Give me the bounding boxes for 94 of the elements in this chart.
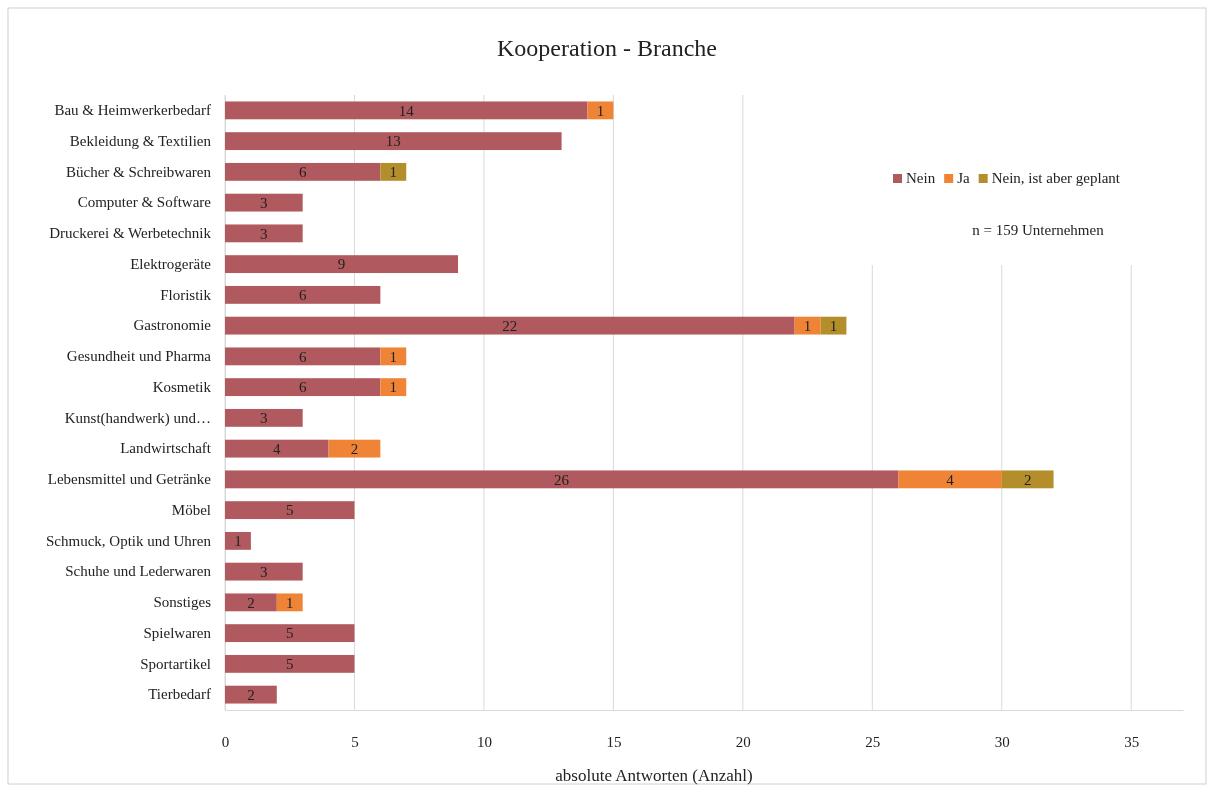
y-tick-label: Floristik [160,286,212,303]
data-label: 1 [389,379,398,396]
bar [225,685,277,704]
bar [225,654,355,673]
data-label: 2 [247,686,255,703]
y-tick-label: Computer & Software [77,194,212,211]
y-tick-label: Bau & Heimwerkerbedarf [54,102,211,119]
y-tick-label: Druckerei & Werbetechnik [49,225,212,242]
bar [225,162,381,181]
data-label: 5 [285,625,294,642]
x-tick-label: 30 [994,733,1010,750]
chart-title: Kooperation - Branche [497,35,717,61]
bar [225,378,381,397]
data-label: 3 [260,225,268,242]
y-tick-label: Elektrogeräte [130,255,212,272]
data-label: 4 [273,440,282,457]
y-tick-label: Kosmetik [152,378,212,395]
y-tick-label: Tierbedarf [148,686,211,703]
data-label: 9 [337,256,346,273]
bar [225,255,459,274]
data-label: 1 [596,102,605,119]
bar [820,316,847,335]
data-label: 1 [803,317,812,334]
bar [225,501,355,520]
y-tick-label: Spielwaren [143,624,212,641]
data-label: 1 [829,317,838,334]
x-tick-label: 20 [735,733,751,750]
data-label: 6 [298,164,307,181]
bar [380,162,407,181]
y-tick-label: Möbel [171,501,211,518]
data-label: 1 [234,533,242,550]
annotation: n = 159 Unternehmen [972,222,1105,238]
data-label: 3 [260,563,268,580]
bar [380,378,407,397]
x-axis-title: absolute Antworten (Anzahl) [555,766,753,785]
data-label: 3 [260,410,268,427]
y-tick-label: Gesundheit und Pharma [66,348,212,365]
y-tick-label: Schmuck, Optik und Uhren [46,532,212,549]
y-tick-label: Sportartikel [140,655,211,672]
data-label: 1 [389,164,398,181]
x-tick-label: 15 [606,733,622,750]
bar [225,316,795,335]
y-tick-label: Bekleidung & Textilien [69,132,212,149]
bar [225,224,303,243]
y-tick-label: Kunst(handwerk) und… [64,409,211,427]
bar [225,624,355,643]
y-tick-label: Lebensmittel und Getränke [47,471,212,488]
data-label: 6 [298,379,307,396]
y-tick-label: Landwirtschaft [120,440,212,457]
data-label: 2 [247,594,255,611]
data-label: 1 [285,594,294,611]
bar [1001,470,1054,489]
x-tick-label: 0 [221,733,230,750]
bar [225,193,303,212]
data-label: 3 [260,194,268,211]
bar [225,531,251,550]
legend-label: Nein, ist aber geplant [991,170,1121,186]
x-tick-label: 10 [476,733,492,750]
data-label: 2 [1023,471,1032,488]
bar [225,470,899,489]
data-label: 6 [298,348,307,365]
data-label: 14 [398,102,415,119]
data-label: 5 [285,502,294,519]
bar [225,593,277,612]
data-label: 5 [285,656,294,673]
x-tick-label: 25 [865,733,881,750]
bar [225,408,303,427]
bar [587,101,614,120]
legend-label: Nein [906,170,936,186]
data-label: 26 [554,471,570,488]
bar [225,439,329,458]
bar [225,101,588,120]
bar [225,562,303,581]
bar [225,132,562,151]
bar [328,439,381,458]
data-label: 22 [502,317,518,334]
x-tick-label: 5 [351,733,359,750]
data-label: 4 [946,471,955,488]
bar [380,347,407,366]
bar [225,347,381,366]
bar [225,285,381,304]
bar [276,593,303,612]
x-tick-label: 35 [1124,733,1140,750]
bar [898,470,1002,489]
bar [794,316,821,335]
y-tick-label: Schuhe und Lederwaren [65,563,212,580]
data-label: 1 [389,348,398,365]
data-label: 13 [385,133,401,150]
y-tick-label: Gastronomie [133,317,212,334]
data-label: 6 [298,287,307,304]
y-tick-label: Sonstiges [153,594,212,611]
legend-label: Ja [957,170,971,186]
y-tick-label: Bücher & Schreibwaren [66,163,212,180]
data-label: 2 [350,440,359,457]
